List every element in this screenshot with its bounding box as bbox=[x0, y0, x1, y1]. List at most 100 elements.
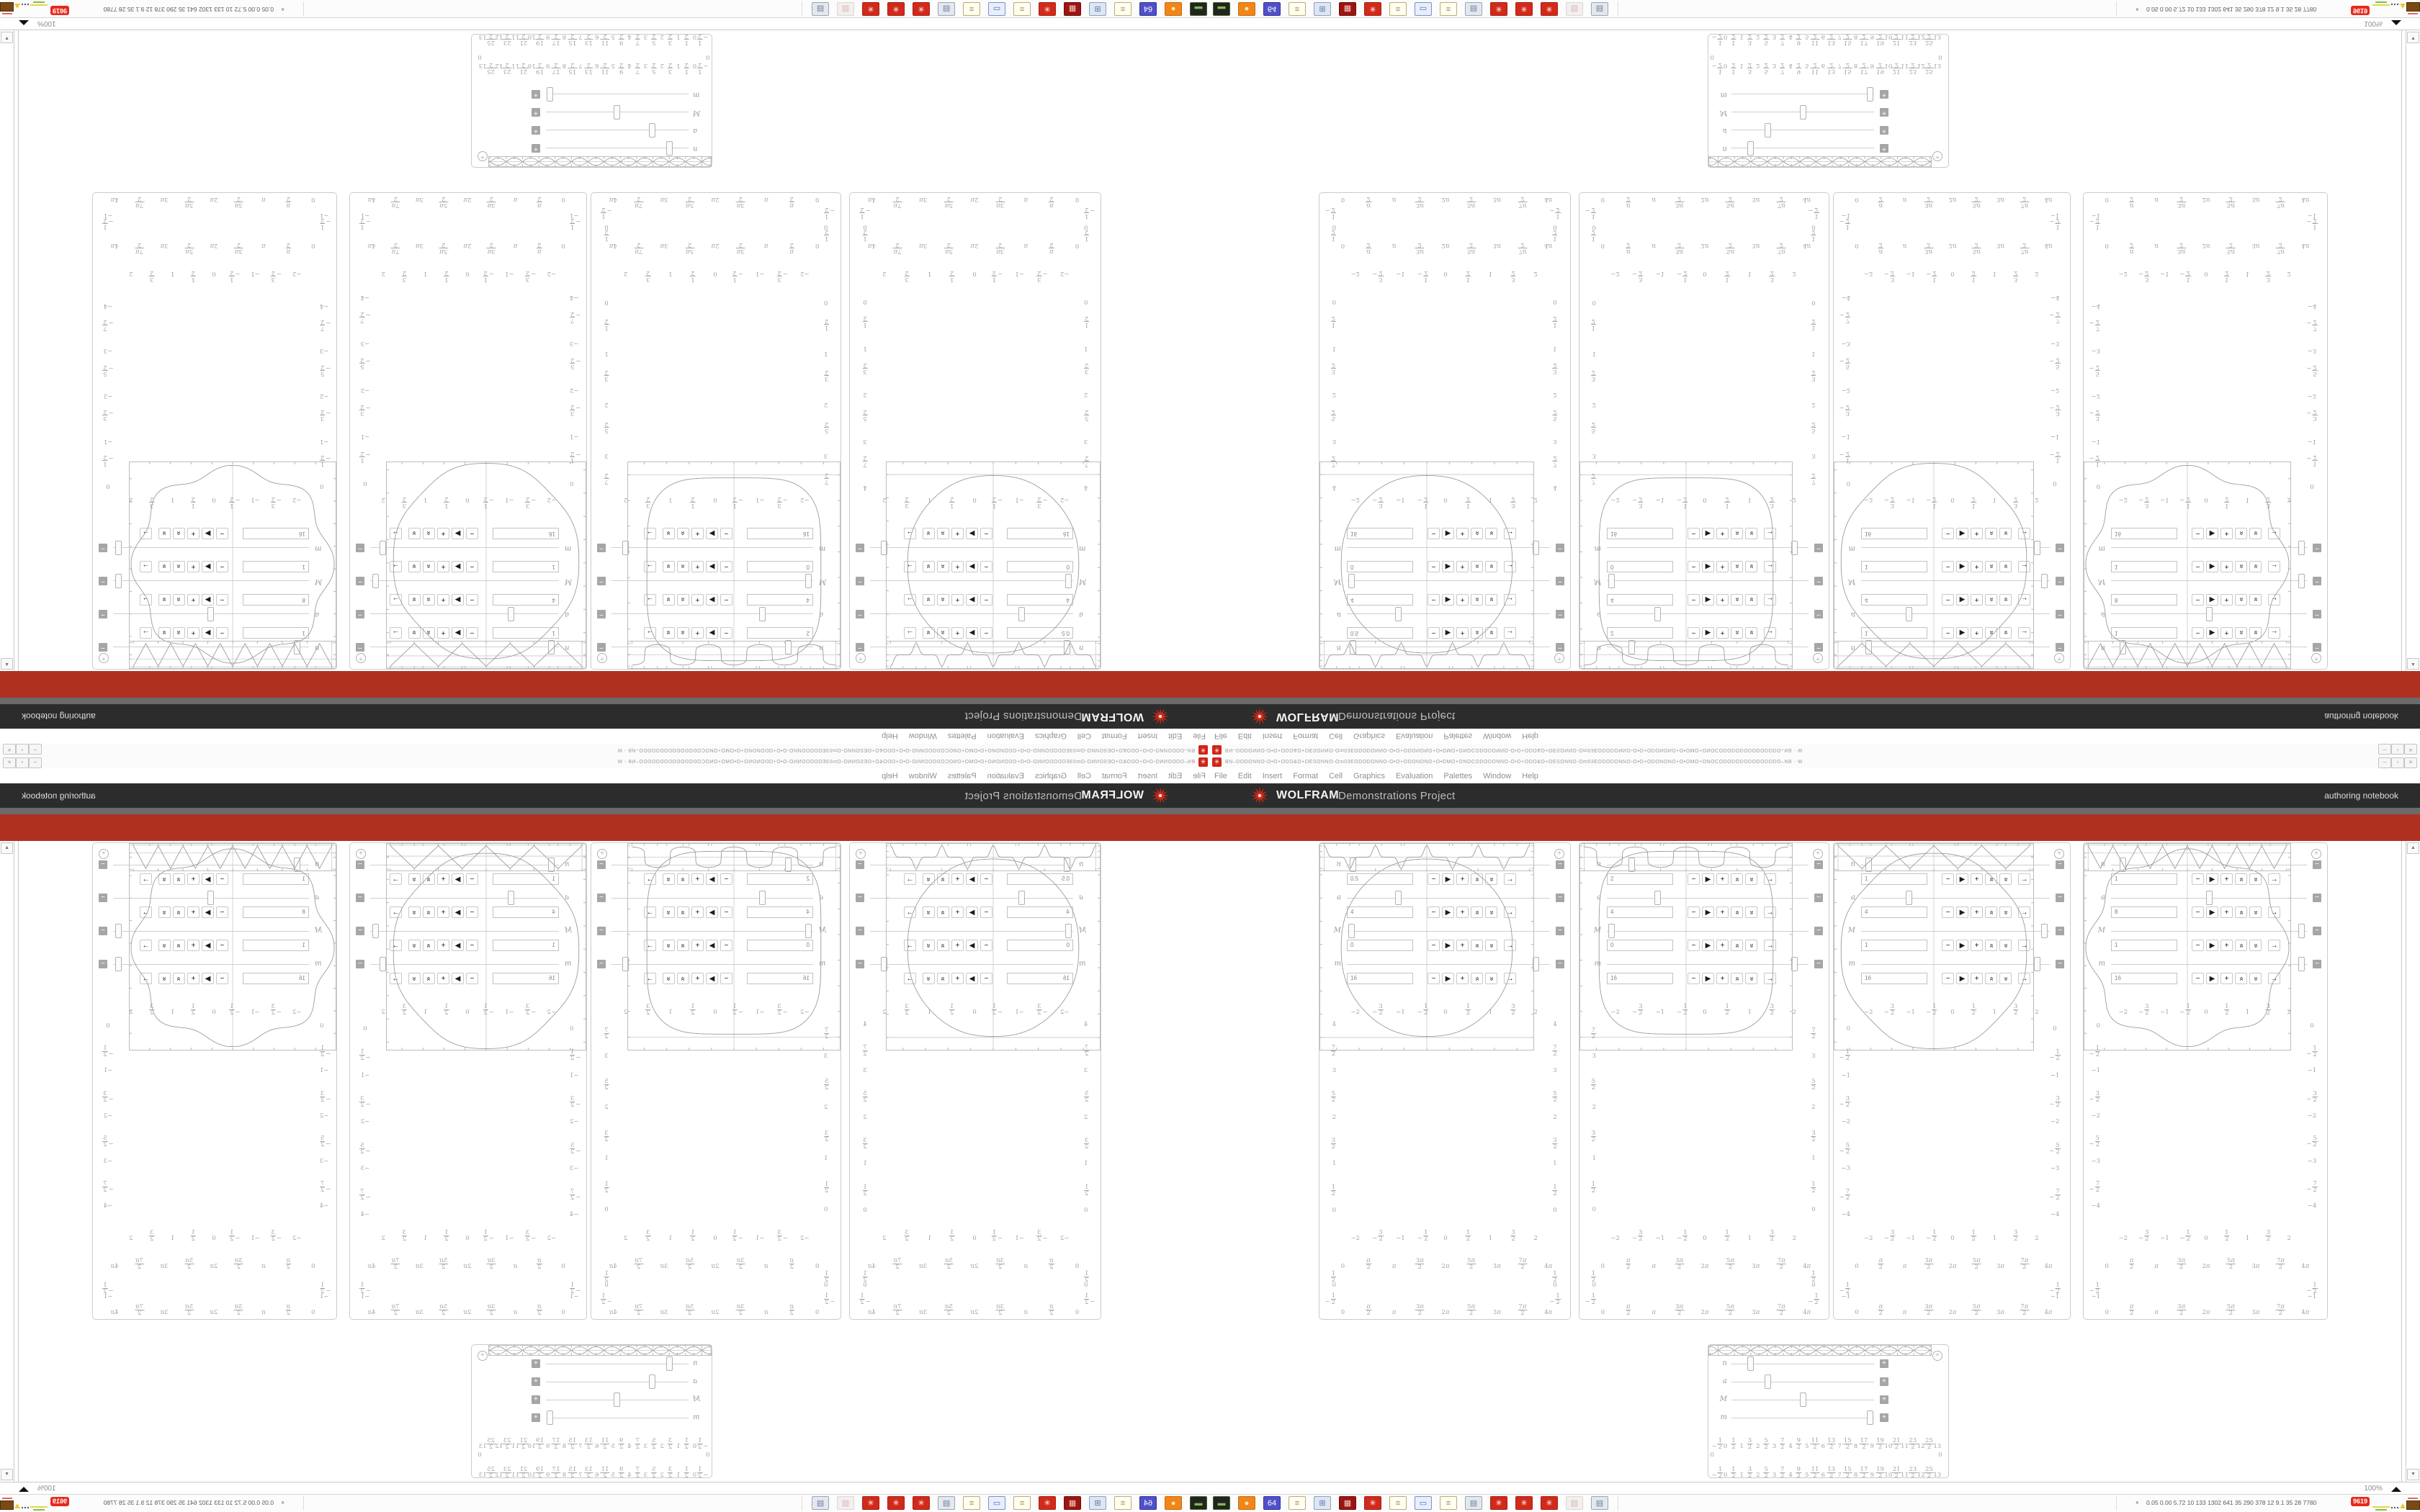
value-field[interactable]: 0 bbox=[1607, 940, 1673, 951]
decrement-button[interactable]: − bbox=[1942, 906, 1954, 918]
decrement-button[interactable]: − bbox=[1942, 940, 1954, 951]
paste-snapshot-icon[interactable]: + bbox=[597, 653, 607, 663]
paste-snapshot-icon[interactable]: + bbox=[1813, 653, 1823, 663]
collapse-button[interactable]: − bbox=[99, 643, 107, 652]
expand-button[interactable]: + bbox=[1880, 126, 1888, 135]
increment-button[interactable]: + bbox=[1716, 940, 1729, 951]
menu-help[interactable]: Help bbox=[1522, 732, 1538, 741]
collapse-button[interactable]: − bbox=[99, 610, 107, 618]
window-app-icon[interactable]: ▭ bbox=[1415, 2, 1432, 16]
play-button[interactable]: ▶ bbox=[2206, 906, 2218, 918]
menu-format[interactable]: Format bbox=[1101, 771, 1127, 780]
terminal-icon[interactable]: ▬ bbox=[1190, 1496, 1207, 1510]
menu-palettes[interactable]: Palettes bbox=[947, 732, 977, 741]
slower-button[interactable]: » bbox=[1485, 940, 1497, 951]
calculator-icon[interactable]: ⊞ bbox=[1089, 2, 1106, 16]
collapse-button[interactable]: − bbox=[2313, 927, 2321, 935]
play-button[interactable]: ▶ bbox=[1956, 906, 1968, 918]
mathematica-icon[interactable]: ✳ bbox=[1515, 2, 1533, 16]
slider-thumb[interactable] bbox=[1906, 891, 1912, 905]
floppy-64-icon[interactable]: 64 bbox=[1263, 2, 1281, 16]
red-app-icon[interactable]: ▦ bbox=[1339, 1496, 1356, 1510]
collapse-button[interactable]: − bbox=[856, 860, 864, 869]
collapse-button[interactable]: − bbox=[1556, 860, 1564, 869]
mathematica-icon[interactable]: ✳ bbox=[887, 1496, 905, 1510]
tray-chevron-icon[interactable]: » bbox=[279, 1500, 287, 1505]
faster-button[interactable]: » bbox=[1985, 973, 1997, 984]
minimize-button[interactable]: – bbox=[2378, 757, 2391, 768]
mathematica-icon[interactable]: ✳ bbox=[1490, 1496, 1507, 1510]
faster-button[interactable]: » bbox=[2235, 906, 2247, 918]
mathematica-icon[interactable]: ✳ bbox=[1541, 2, 1558, 16]
menu-cell[interactable]: Cell bbox=[1329, 732, 1343, 741]
step-button[interactable]: → bbox=[2018, 873, 2030, 885]
menu-edit[interactable]: Edit bbox=[1168, 771, 1183, 780]
magnification-label[interactable]: 100% bbox=[37, 1485, 56, 1493]
value-field[interactable]: 1 bbox=[2111, 940, 2177, 951]
scroll-down-button[interactable]: ▼ bbox=[1, 32, 13, 43]
scroll-up-button[interactable]: ▲ bbox=[2407, 842, 2419, 854]
value-field[interactable]: 16 bbox=[2111, 973, 2177, 984]
printer-icon[interactable]: ▤ bbox=[812, 2, 829, 16]
collapse-button[interactable]: − bbox=[1814, 643, 1823, 652]
mathematica-icon[interactable]: ✳ bbox=[1364, 1496, 1381, 1510]
slider-track-a[interactable] bbox=[1731, 1374, 1874, 1389]
play-button[interactable]: ▶ bbox=[1702, 973, 1714, 984]
menu-edit[interactable]: Edit bbox=[1237, 732, 1252, 741]
faster-button[interactable]: » bbox=[1731, 906, 1743, 918]
paste-snapshot-icon[interactable]: + bbox=[1554, 653, 1564, 663]
menu-palettes[interactable]: Palettes bbox=[1443, 771, 1473, 780]
printer-icon[interactable]: ▤ bbox=[812, 1496, 829, 1510]
increment-button[interactable]: + bbox=[2220, 940, 2233, 951]
mathematica-icon[interactable]: ✳ bbox=[913, 2, 930, 16]
collapse-button[interactable]: − bbox=[597, 544, 606, 552]
menu-format[interactable]: Format bbox=[1293, 771, 1319, 780]
tray-chevron-icon[interactable]: » bbox=[2133, 1500, 2141, 1505]
printer-icon[interactable]: ▤ bbox=[1591, 1496, 1608, 1510]
slower-button[interactable]: » bbox=[2249, 940, 2262, 951]
slider-thumb[interactable] bbox=[2298, 574, 2305, 588]
value-field[interactable]: 8 bbox=[2111, 906, 2177, 918]
play-button[interactable]: ▶ bbox=[1956, 940, 1968, 951]
collapse-button[interactable]: − bbox=[1814, 894, 1823, 902]
magnification-label[interactable]: 100% bbox=[37, 19, 56, 27]
printer-icon[interactable]: ▤ bbox=[1591, 2, 1608, 16]
slider-thumb[interactable] bbox=[115, 924, 122, 938]
calculator-icon[interactable]: ⊞ bbox=[1314, 2, 1331, 16]
notepad-icon[interactable]: ≡ bbox=[1440, 1496, 1457, 1510]
step-button[interactable]: → bbox=[1504, 873, 1516, 885]
paste-snapshot-icon[interactable]: + bbox=[1813, 849, 1823, 859]
slider-thumb[interactable] bbox=[614, 1392, 620, 1407]
menu-edit[interactable]: Edit bbox=[1168, 732, 1183, 741]
collapse-button[interactable]: − bbox=[1814, 544, 1823, 552]
slider-thumb[interactable] bbox=[1800, 1392, 1806, 1407]
slider-thumb[interactable] bbox=[1765, 1374, 1771, 1389]
value-field[interactable]: 1 bbox=[1861, 873, 1927, 885]
scroll-down-button[interactable]: ▼ bbox=[2407, 32, 2419, 43]
notepad-icon[interactable]: ≡ bbox=[1114, 1496, 1131, 1510]
collapse-button[interactable]: − bbox=[99, 960, 107, 968]
menu-help[interactable]: Help bbox=[1522, 771, 1538, 780]
value-field[interactable]: 16 bbox=[1861, 973, 1927, 984]
window-title-bar[interactable]: ✳ BN–DODONNO◦O•O+ODO&O+OESONNO◦Om03EODOD… bbox=[0, 743, 1210, 756]
step-button[interactable]: → bbox=[2268, 906, 2280, 918]
step-button[interactable]: → bbox=[2268, 873, 2280, 885]
collapse-button[interactable]: − bbox=[2313, 860, 2321, 869]
expand-button[interactable]: + bbox=[1880, 90, 1888, 99]
slider-track-a[interactable] bbox=[546, 1374, 689, 1389]
mathematica-icon[interactable]: ✳ bbox=[913, 1496, 930, 1510]
menu-palettes[interactable]: Palettes bbox=[947, 771, 977, 780]
slider-track-m[interactable] bbox=[546, 87, 689, 102]
paste-snapshot-icon[interactable]: + bbox=[478, 151, 488, 161]
increment-button[interactable]: + bbox=[1456, 973, 1469, 984]
slider-thumb[interactable] bbox=[1350, 858, 1356, 872]
slider-thumb[interactable] bbox=[614, 105, 620, 120]
collapse-button[interactable]: − bbox=[356, 860, 364, 869]
scroll-down-button[interactable]: ▼ bbox=[2407, 1469, 2419, 1480]
decrement-button[interactable]: − bbox=[2192, 873, 2204, 885]
slider-thumb[interactable] bbox=[1395, 891, 1402, 905]
slider-track-a[interactable] bbox=[1861, 891, 2050, 905]
collapse-button[interactable]: − bbox=[856, 610, 864, 618]
menu-help[interactable]: Help bbox=[882, 732, 898, 741]
scroll-down-button[interactable]: ▼ bbox=[1, 1469, 13, 1480]
